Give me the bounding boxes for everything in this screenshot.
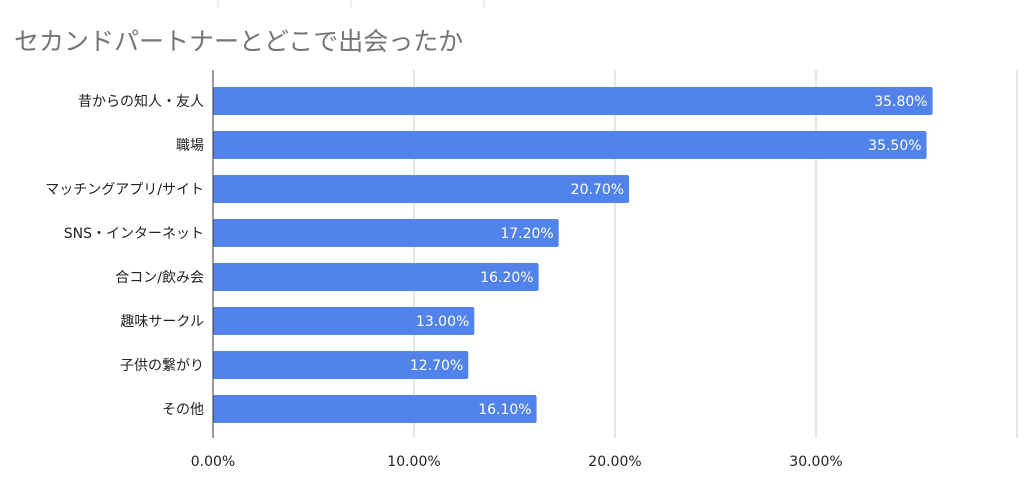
- category-label: SNS・インターネット: [64, 226, 204, 242]
- bar: [213, 219, 559, 247]
- data-label: 13.00%: [416, 314, 469, 330]
- data-label: 16.10%: [478, 402, 531, 418]
- category-label: 趣味サークル: [120, 314, 204, 330]
- bar: [213, 175, 630, 203]
- bar: [213, 395, 537, 423]
- data-label: 35.80%: [874, 94, 927, 110]
- data-label: 17.20%: [500, 226, 553, 242]
- data-label: 12.70%: [410, 358, 463, 374]
- bar: [213, 351, 469, 379]
- category-label: その他: [162, 402, 204, 418]
- bar: [213, 307, 475, 335]
- category-label: 昔からの知人・友人: [78, 93, 204, 110]
- x-tick-label: 0.00%: [191, 454, 235, 470]
- category-label: マッチングアプリ/サイト: [45, 182, 204, 198]
- category-label: 職場: [176, 138, 204, 154]
- x-tick-label: 10.00%: [387, 454, 440, 470]
- data-label: 35.50%: [868, 138, 921, 154]
- data-label: 16.20%: [480, 270, 533, 286]
- data-label: 20.70%: [571, 182, 624, 198]
- category-label: 子供の繋がり: [120, 358, 204, 374]
- bar: [213, 87, 933, 115]
- bar: [213, 131, 927, 159]
- category-label: 合コン/飲み会: [115, 270, 204, 286]
- x-tick-label: 30.00%: [789, 454, 842, 470]
- x-tick-label: 20.00%: [588, 454, 641, 470]
- chart-title: セカンドパートナーとどこで出会ったか: [14, 27, 463, 56]
- bar: [213, 263, 539, 291]
